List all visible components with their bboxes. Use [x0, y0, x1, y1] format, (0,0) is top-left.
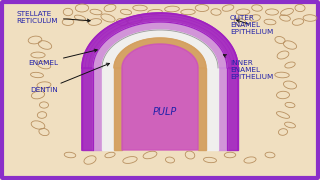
Polygon shape [102, 30, 218, 68]
Polygon shape [227, 68, 238, 150]
Polygon shape [218, 68, 227, 150]
FancyBboxPatch shape [2, 2, 318, 178]
Polygon shape [82, 13, 238, 68]
Text: STELLATE
RETICULUM: STELLATE RETICULUM [17, 10, 90, 24]
Polygon shape [93, 22, 227, 68]
Polygon shape [122, 44, 198, 150]
Text: OUTER
ENAMEL
EPITHELIUM: OUTER ENAMEL EPITHELIUM [230, 15, 273, 35]
Text: ENAMEL: ENAMEL [28, 49, 97, 66]
Text: DENTIN: DENTIN [30, 63, 109, 93]
Polygon shape [102, 68, 114, 150]
Polygon shape [114, 68, 122, 150]
Polygon shape [93, 68, 102, 150]
Text: PULP: PULP [153, 107, 177, 117]
Polygon shape [206, 68, 218, 150]
Polygon shape [82, 68, 93, 150]
Polygon shape [198, 68, 206, 150]
Text: INNER
ENAMEL
EPITHELIUM: INNER ENAMEL EPITHELIUM [223, 55, 273, 80]
Polygon shape [114, 38, 206, 68]
